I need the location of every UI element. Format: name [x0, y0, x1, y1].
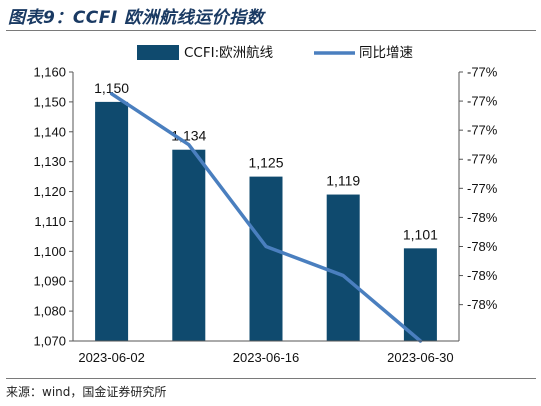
- y-left-tick-3: 1,140: [33, 124, 66, 139]
- bar-3: [249, 176, 283, 341]
- y-left-tick-6: 1,110: [34, 214, 66, 229]
- y-left-tick-7: 1,100: [33, 244, 66, 259]
- y-right-tick-4: -77%: [467, 152, 498, 167]
- bar-4: [326, 194, 360, 341]
- y-right-tick-6: -78%: [467, 210, 498, 225]
- legend-label-yoy: 同比增速: [359, 45, 413, 61]
- figure-title: 图表9：CCFI 欧洲航线运价指数: [8, 8, 265, 28]
- data-label-3: 1,125: [248, 155, 283, 171]
- y-right-tick-7: -78%: [467, 239, 498, 254]
- chart: CCFI:欧洲航线 同比增速1,1501,1341,1251,1191,1011,…: [33, 45, 498, 365]
- y-right-tick-2: -77%: [467, 94, 498, 109]
- y-left-tick-4: 1,130: [33, 154, 66, 169]
- y-left-tick-5: 1,120: [33, 184, 66, 199]
- y-right-tick-8: -78%: [467, 268, 498, 283]
- footer-divider: [6, 378, 536, 379]
- x-tick-3: 2023-06-16: [233, 350, 300, 365]
- legend-label-ccfi: CCFI:欧洲航线: [184, 45, 273, 61]
- data-label-1: 1,150: [94, 80, 129, 96]
- y-left-tick-8: 1,090: [33, 274, 66, 289]
- y-left-tick-2: 1,150: [33, 94, 66, 109]
- y-right-tick-1: -77%: [467, 65, 498, 80]
- y-right-tick-9: -78%: [467, 297, 498, 312]
- y-left-tick-9: 1,080: [33, 304, 66, 319]
- bar-1: [95, 101, 129, 341]
- data-label-4: 1,119: [326, 173, 360, 189]
- source-note: 来源：wind，国金证券研究所: [6, 385, 167, 399]
- y-left-tick-10: 1,070: [33, 334, 66, 349]
- bar-5: [403, 248, 437, 341]
- data-label-5: 1,101: [403, 226, 438, 242]
- y-right-tick-5: -77%: [467, 181, 498, 196]
- y-left-tick-1: 1,160: [33, 65, 66, 80]
- x-tick-1: 2023-06-02: [78, 350, 145, 365]
- legend-bar-swatch: [137, 45, 179, 60]
- bar-2: [172, 149, 206, 341]
- y-right-tick-3: -77%: [467, 123, 498, 138]
- yoy-line: [109, 92, 423, 343]
- x-tick-5: 2023-06-30: [387, 350, 454, 365]
- title-divider: [6, 30, 536, 31]
